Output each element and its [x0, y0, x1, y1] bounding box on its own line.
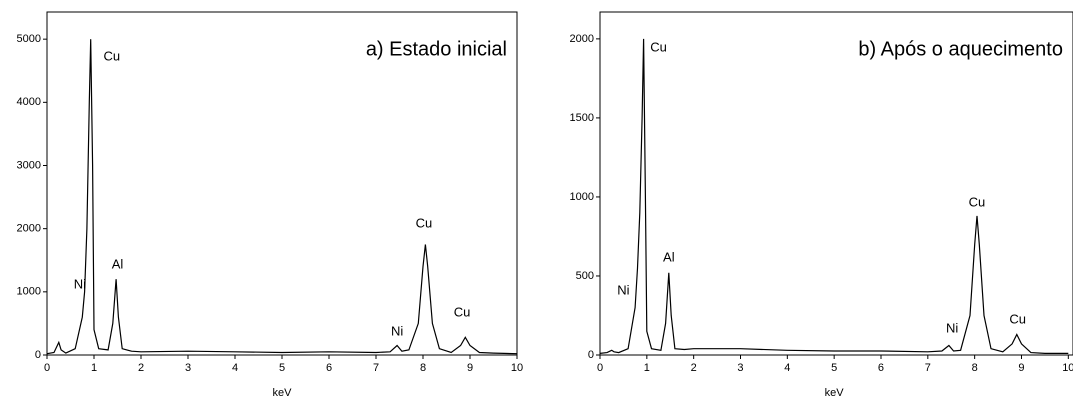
y-tick-label: 1500: [570, 112, 594, 124]
x-tick-label: 6: [878, 362, 884, 374]
peak-label: Cu: [454, 305, 471, 320]
x-tick-label: 2: [691, 362, 697, 374]
y-tick-label: 500: [576, 270, 594, 282]
y-tick-label: 0: [35, 349, 41, 361]
x-tick-label: 10: [511, 362, 523, 374]
plot-frame: [599, 11, 1073, 356]
x-tick-label: 8: [972, 362, 978, 374]
y-tick-label: 2000: [17, 223, 41, 235]
x-tick-label: 8: [420, 362, 426, 374]
peak-label: Al: [112, 257, 124, 272]
x-tick-label: 2: [138, 362, 144, 374]
y-tick-label: 1000: [570, 191, 594, 203]
y-tick-label: 1000: [17, 286, 41, 298]
peak-label: Cu: [1009, 311, 1026, 326]
x-tick-label: 4: [784, 362, 790, 374]
peak-label: Ni: [946, 320, 958, 335]
peak-label: Al: [663, 249, 675, 264]
y-tick-label: 4000: [17, 96, 41, 108]
x-tick-label: 1: [91, 362, 97, 374]
x-tick-label: 9: [1018, 362, 1024, 374]
x-tick-label: 5: [279, 362, 285, 374]
chart-title: a) Estado inicial: [366, 38, 507, 60]
x-tick-label: 6: [326, 362, 332, 374]
spectrum-line: [599, 38, 1069, 354]
peak-label: Cu: [416, 216, 433, 231]
y-tick-label: 3000: [17, 159, 41, 171]
x-tick-label: 9: [467, 362, 473, 374]
x-tick-label: 5: [831, 362, 837, 374]
x-tick-label: 3: [185, 362, 191, 374]
peak-label: Ni: [74, 277, 86, 292]
peak-label: Cu: [650, 39, 667, 54]
x-tick-label: 4: [232, 362, 238, 374]
x-tick-label: 7: [373, 362, 379, 374]
x-tick-label: 7: [925, 362, 931, 374]
peak-label: Ni: [391, 324, 403, 339]
x-axis-label: keV: [825, 387, 845, 399]
peak-label: Ni: [617, 282, 629, 297]
x-tick-label: 10: [1062, 362, 1073, 374]
x-tick-label: 0: [597, 362, 603, 374]
chart-title: b) Após o aquecimento: [858, 38, 1063, 60]
x-tick-label: 0: [44, 362, 50, 374]
y-tick-label: 2000: [570, 33, 594, 45]
peak-label: Cu: [104, 49, 121, 64]
x-axis-label: keV: [273, 387, 293, 399]
y-tick-label: 0: [588, 349, 594, 361]
x-tick-label: 1: [644, 362, 650, 374]
y-tick-label: 5000: [17, 33, 41, 45]
peak-label: Cu: [969, 194, 986, 209]
spectrum-line: [46, 39, 518, 355]
x-tick-label: 3: [737, 362, 743, 374]
